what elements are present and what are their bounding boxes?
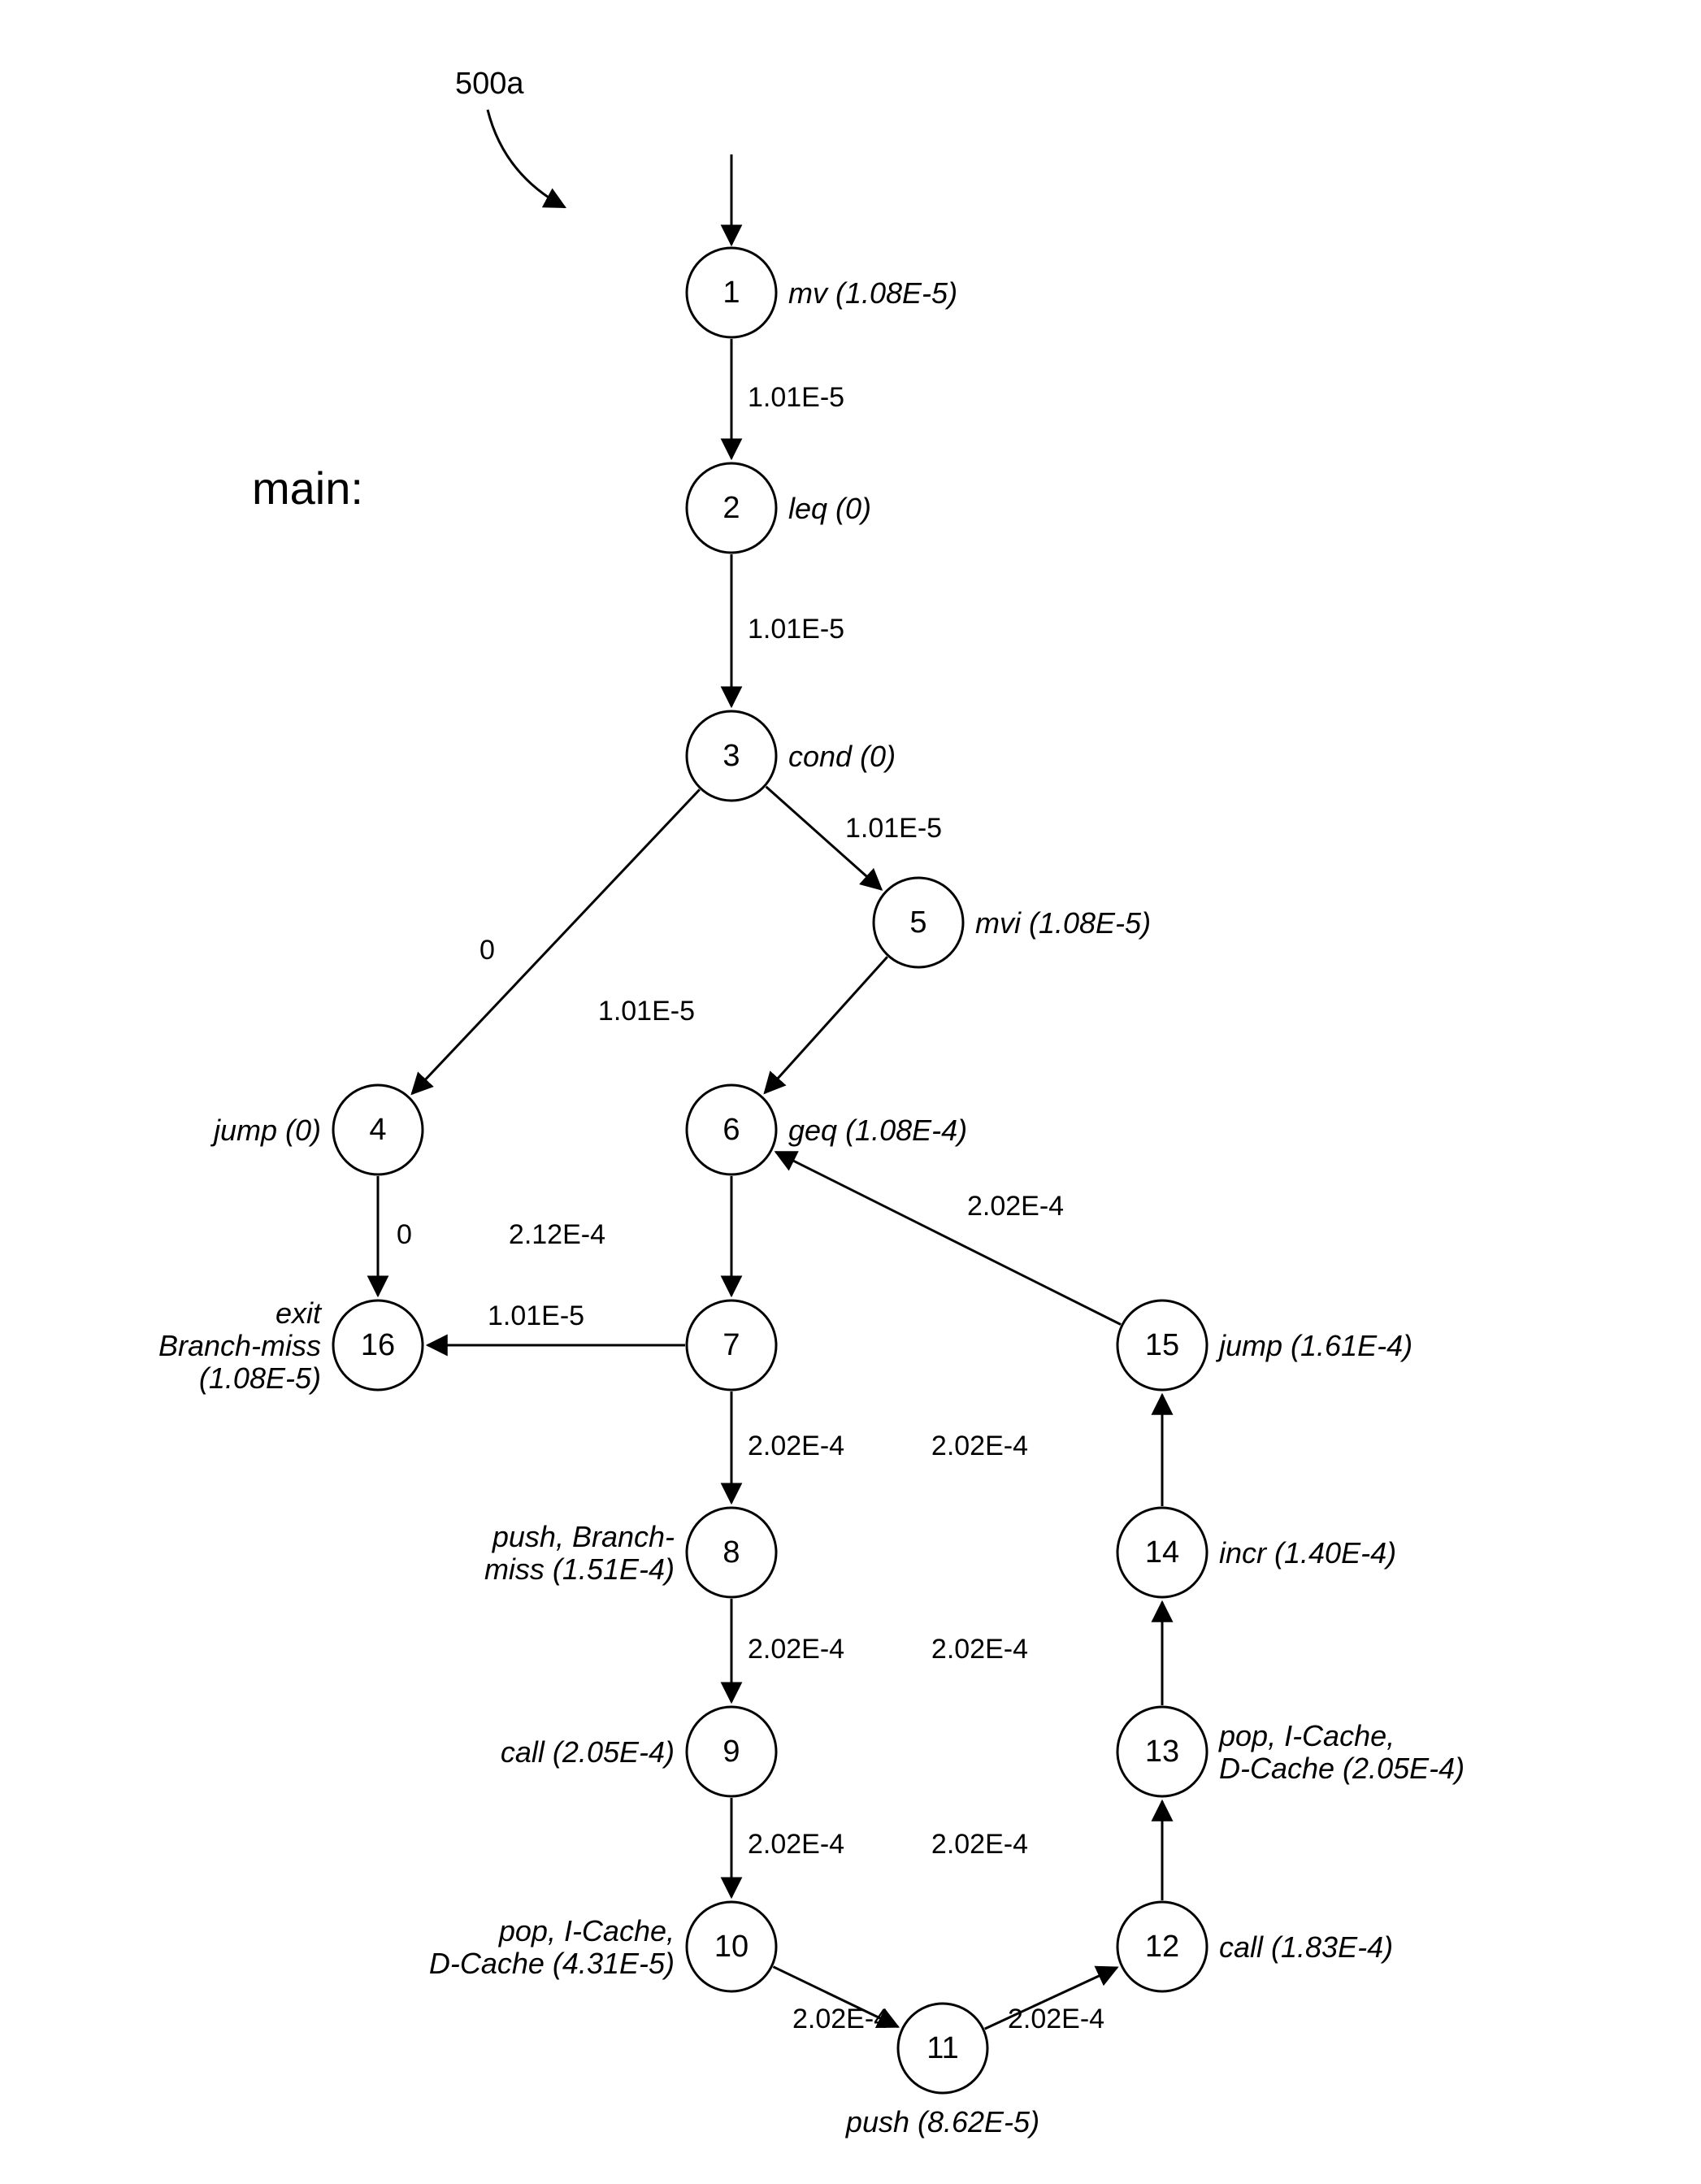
node-label-9: call (2.05E-4) (501, 1735, 675, 1769)
edge-label-14-15: 2.02E-4 (931, 1431, 1028, 1461)
node-15: 15 jump (1.61E-4) (1117, 1300, 1412, 1390)
node-10: 10 pop, I-Cache,D-Cache (4.31E-5) (429, 1902, 776, 1991)
node-label-4: jump (0) (210, 1114, 321, 1147)
edge-15-6 (776, 1152, 1121, 1324)
entry-label: 500a (455, 67, 524, 101)
node-label-5: mvi (1.08E-5) (975, 906, 1151, 940)
edge-label-8-9: 2.02E-4 (748, 1634, 844, 1665)
edge-label-3-4: 0 (479, 935, 495, 966)
node-1: 1 mv (1.08E-5) (687, 248, 957, 337)
node-id-4: 4 (369, 1113, 386, 1147)
node-9: 9 call (2.05E-4) (501, 1707, 776, 1796)
node-7: 7 (687, 1300, 776, 1390)
edge-label-13-14: 2.02E-4 (931, 1634, 1028, 1665)
node-id-14: 14 (1145, 1535, 1179, 1570)
node-id-1: 1 (722, 276, 740, 310)
node-5: 5 mvi (1.08E-5) (874, 878, 1151, 967)
node-id-2: 2 (722, 491, 740, 525)
edge-label-4-16: 0 (397, 1219, 412, 1250)
node-label-16: exitBranch-miss(1.08E-5) (158, 1296, 323, 1395)
edge-label-7-8: 2.02E-4 (748, 1431, 844, 1461)
node-label-1: mv (1.08E-5) (788, 276, 957, 310)
node-id-9: 9 (722, 1735, 740, 1769)
node-13: 13 pop, I-Cache,D-Cache (2.05E-4) (1117, 1707, 1465, 1796)
diagram-title: main: (252, 462, 363, 514)
node-label-10: pop, I-Cache,D-Cache (4.31E-5) (429, 1914, 675, 1980)
edge-label-5-6: 1.01E-5 (598, 996, 695, 1027)
node-2: 2 leq (0) (687, 463, 871, 553)
node-label-14: incr (1.40E-4) (1219, 1536, 1396, 1570)
node-3: 3 cond (0) (687, 711, 896, 801)
node-6: 6 geq (1.08E-4) (687, 1085, 967, 1174)
node-id-6: 6 (722, 1113, 740, 1147)
node-4: 4 jump (0) (210, 1085, 423, 1174)
edge-label-11-12: 2.02E-4 (1008, 2004, 1104, 2034)
entry-pointer (488, 110, 565, 207)
edge-label-9-10: 2.02E-4 (748, 1829, 844, 1860)
edge-label-1-2: 1.01E-5 (748, 382, 844, 413)
node-id-5: 5 (909, 905, 926, 940)
node-8: 8 push, Branch-miss (1.51E-4) (484, 1508, 776, 1597)
edge-label-7-16: 1.01E-5 (488, 1300, 584, 1331)
edge-5-6 (765, 957, 887, 1092)
edge-label-6-7: 2.12E-4 (509, 1219, 605, 1250)
node-id-10: 10 (714, 1930, 749, 1964)
node-id-3: 3 (722, 739, 740, 773)
node-id-8: 8 (722, 1535, 740, 1570)
node-label-12: call (1.83E-4) (1219, 1930, 1393, 1964)
node-label-15: jump (1.61E-4) (1215, 1329, 1412, 1362)
node-label-13: pop, I-Cache,D-Cache (2.05E-4) (1218, 1719, 1465, 1785)
node-label-6: geq (1.08E-4) (788, 1114, 967, 1147)
node-label-8: push, Branch-miss (1.51E-4) (484, 1520, 675, 1586)
edge-label-15-6: 2.02E-4 (967, 1191, 1064, 1222)
edge-3-4 (412, 789, 700, 1093)
node-16: 16 exitBranch-miss(1.08E-5) (158, 1296, 423, 1395)
edge-label-10-11: 2.02E-4 (792, 2004, 889, 2034)
node-label-2: leq (0) (788, 492, 871, 525)
edge-label-2-3: 1.01E-5 (748, 614, 844, 645)
node-id-16: 16 (361, 1328, 395, 1362)
node-id-7: 7 (722, 1328, 740, 1362)
node-label-11: push (8.62E-5) (845, 2105, 1039, 2138)
node-id-13: 13 (1145, 1735, 1179, 1769)
node-id-15: 15 (1145, 1328, 1179, 1362)
node-label-3: cond (0) (788, 740, 896, 773)
edge-label-12-13: 2.02E-4 (931, 1829, 1028, 1860)
diagram-container: main: 500a 1.01E-5 1.01E-5 0 1.01E-5 1.01E-5 0 2… (0, 0, 1701, 2184)
edge-label-3-5: 1.01E-5 (845, 813, 942, 844)
node-12: 12 call (1.83E-4) (1117, 1902, 1393, 1991)
node-id-12: 12 (1145, 1930, 1179, 1964)
node-id-11: 11 (926, 2031, 958, 2065)
node-14: 14 incr (1.40E-4) (1117, 1508, 1396, 1597)
